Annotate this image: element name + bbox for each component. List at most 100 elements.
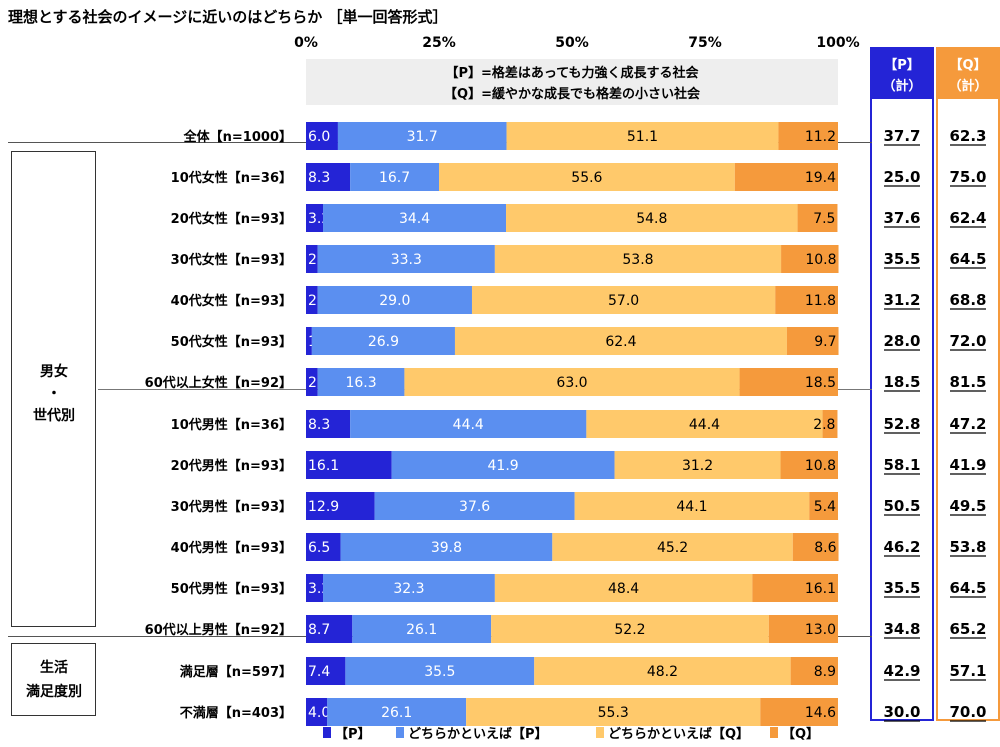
group-label-satisfaction: 生活 — [40, 659, 68, 676]
bar-segment-p — [306, 410, 351, 438]
bar-segment-q — [778, 122, 838, 150]
bar-segment-p — [306, 327, 312, 355]
bar-segment-p — [306, 574, 324, 602]
data-label-q: 13.0 — [805, 622, 836, 638]
bar-segment-lean-p — [374, 492, 575, 520]
data-label-lean-p: 33.3 — [391, 252, 422, 268]
group-box-satisfaction — [11, 643, 96, 716]
legend-item-lean-p: どちらかといえば【P】 — [396, 722, 548, 742]
bar-segment-p — [306, 698, 328, 726]
bar-segment-lean-q — [552, 533, 793, 561]
bar-segment-lean-p — [391, 451, 615, 479]
q-total-value: 64.5 — [949, 250, 986, 268]
p-total-value: 37.7 — [883, 127, 920, 145]
bar-segment-lean-q — [506, 204, 798, 232]
bar-segment-p — [306, 657, 346, 685]
data-label-lean-q: 44.1 — [676, 499, 707, 515]
data-label-p: 12.9 — [308, 499, 339, 515]
data-label-lean-p: 26.9 — [368, 334, 399, 350]
p-total-value: 18.5 — [883, 373, 920, 391]
data-label-lean-p: 34.4 — [399, 211, 430, 227]
q-total-value: 62.4 — [949, 209, 986, 227]
bar-segment-lean-q — [471, 286, 776, 314]
x-tick-label: 75% — [688, 35, 722, 51]
legend-swatch-p — [323, 726, 331, 738]
data-label-q: 19.4 — [805, 170, 836, 186]
p-total-value: 42.9 — [883, 662, 920, 680]
p-total-value: 34.8 — [883, 620, 920, 638]
q-total-value: 70.0 — [949, 703, 986, 721]
definition-q: 【Q】=緩やかな成長でも格差の小さい社会 — [444, 86, 701, 102]
group-label-satisfaction: 満足度別 — [26, 683, 82, 700]
bar-segment-q — [775, 286, 838, 314]
category-label: 40代女性【n=93】 — [171, 293, 292, 309]
p-total-value: 35.5 — [883, 250, 920, 268]
legend-label-q: 【Q】 — [782, 726, 820, 742]
data-label-lean-p: 44.4 — [453, 417, 484, 433]
data-label-q: 11.2 — [805, 129, 836, 145]
q-total-value: 64.5 — [949, 579, 986, 597]
bar-segment-lean-p — [327, 698, 467, 726]
data-label-lean-q: 55.6 — [571, 170, 602, 186]
p-total-header-bg — [872, 49, 932, 99]
bar-segment-lean-p — [317, 368, 405, 396]
bar-segment-lean-p — [352, 615, 492, 643]
bar-segment-lean-p — [317, 245, 495, 273]
bar-segment-lean-p — [317, 286, 472, 314]
p-total-value: 50.5 — [883, 497, 920, 515]
data-label-q: 7.5 — [813, 211, 835, 227]
bar-segment-lean-p — [323, 204, 507, 232]
data-label-lean-p: 32.3 — [393, 581, 424, 597]
legend-swatch-q — [770, 726, 778, 738]
bar-segment-p — [306, 368, 318, 396]
p-total-value: 52.8 — [883, 415, 920, 433]
category-label: 20代男性【n=93】 — [171, 458, 292, 474]
q-total-value: 65.2 — [949, 620, 986, 638]
bar-segment-q — [809, 492, 838, 520]
bar-segment-lean-p — [345, 657, 535, 685]
bar-segment-p — [306, 615, 353, 643]
definition-header-box — [306, 59, 838, 105]
data-label-q: 10.8 — [805, 252, 836, 268]
data-label-q: 8.9 — [814, 664, 836, 680]
bar-segment-q — [790, 657, 838, 685]
x-tick-label: 100% — [816, 35, 859, 51]
legend-item-q: 【Q】 — [770, 722, 819, 742]
data-label-lean-q: 57.0 — [608, 293, 639, 309]
group-label-gender-age: 男女 — [40, 363, 68, 380]
q-total-value: 75.0 — [949, 168, 986, 186]
bar-segment-lean-q — [574, 492, 810, 520]
data-label-p: 8.3 — [308, 170, 330, 186]
definition-p: 【P】=格差はあっても力強く成長する社会 — [445, 65, 699, 81]
bar-segment-q — [822, 410, 838, 438]
data-label-lean-p: 29.0 — [379, 293, 410, 309]
data-label-p: 6.0 — [308, 129, 330, 145]
bar-segment-lean-p — [340, 533, 553, 561]
data-label-q: 9.7 — [814, 334, 836, 350]
category-label: 20代女性【n=93】 — [171, 211, 292, 227]
p-total-value: 35.5 — [883, 579, 920, 597]
data-label-q: 16.1 — [805, 581, 836, 597]
bar-segment-q — [792, 533, 839, 561]
bar-segment-p — [306, 245, 318, 273]
bar-segment-q — [786, 327, 839, 355]
bar-segment-q — [780, 451, 838, 479]
legend-swatch-lean-q — [596, 726, 604, 738]
data-label-p: 4.0 — [308, 705, 330, 721]
p-total-value: 46.2 — [883, 538, 920, 556]
bar-segment-lean-q — [614, 451, 781, 479]
data-label-q: 2.8 — [813, 417, 835, 433]
x-tick-label: 50% — [555, 35, 589, 51]
p-total-value: 28.0 — [883, 332, 920, 350]
data-label-lean-p: 41.9 — [488, 458, 519, 474]
q-total-value: 41.9 — [949, 456, 986, 474]
bar-segment-p — [306, 163, 351, 191]
data-label-p: 16.1 — [308, 458, 339, 474]
bar-segment-q — [797, 204, 838, 232]
data-label-q: 8.6 — [814, 540, 836, 556]
chart-title: 理想とする社会のイメージに近いのはどちらか ［単一回答形式］ — [8, 8, 448, 26]
q-total-value: 47.2 — [949, 415, 986, 433]
bar-segment-lean-q — [454, 327, 787, 355]
q-total-column-frame — [936, 47, 1000, 721]
category-label: 10代男性【n=36】 — [171, 417, 292, 433]
